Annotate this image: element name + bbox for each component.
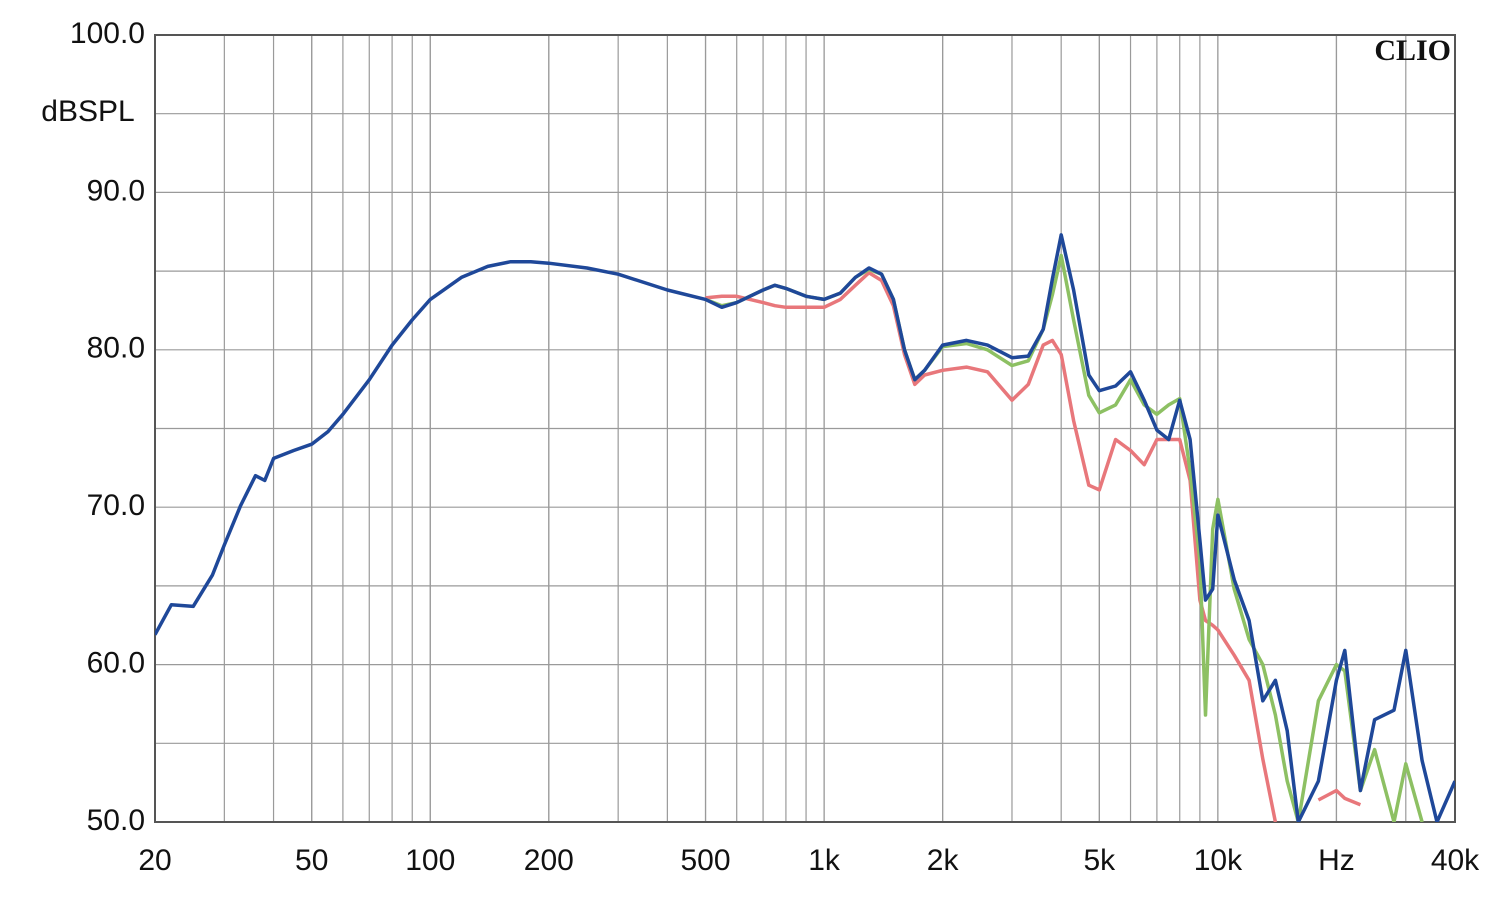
x-tick-label: 2k <box>927 844 960 877</box>
y-tick-label: 70.0 <box>87 489 145 522</box>
y-tick-label: 90.0 <box>87 174 145 207</box>
x-tick-label: 5k <box>1084 844 1117 877</box>
annotation: CLIO <box>1374 34 1451 67</box>
x-tick-label: 200 <box>524 844 574 877</box>
y-axis-label: dBSPL <box>41 95 134 128</box>
y-tick-label: 60.0 <box>87 647 145 680</box>
y-tick-label: 50.0 <box>87 804 145 837</box>
series-line <box>704 253 1424 822</box>
x-tick-label: 40k <box>1431 844 1480 877</box>
x-tick-label: 10k <box>1194 844 1243 877</box>
y-tick-label: 100.0 <box>70 17 145 50</box>
x-tick-label: 100 <box>405 844 455 877</box>
x-tick-label: Hz <box>1318 844 1355 877</box>
x-tick-label: 50 <box>295 844 328 877</box>
series-line <box>706 273 1406 822</box>
x-tick-label: 20 <box>138 844 171 877</box>
plot-lines <box>155 233 1455 822</box>
y-tick-label: 80.0 <box>87 332 145 365</box>
series-line <box>155 233 1455 822</box>
plot-frame <box>154 34 1456 823</box>
x-tick-label: 500 <box>681 844 731 877</box>
x-tick-label: 1k <box>808 844 841 877</box>
